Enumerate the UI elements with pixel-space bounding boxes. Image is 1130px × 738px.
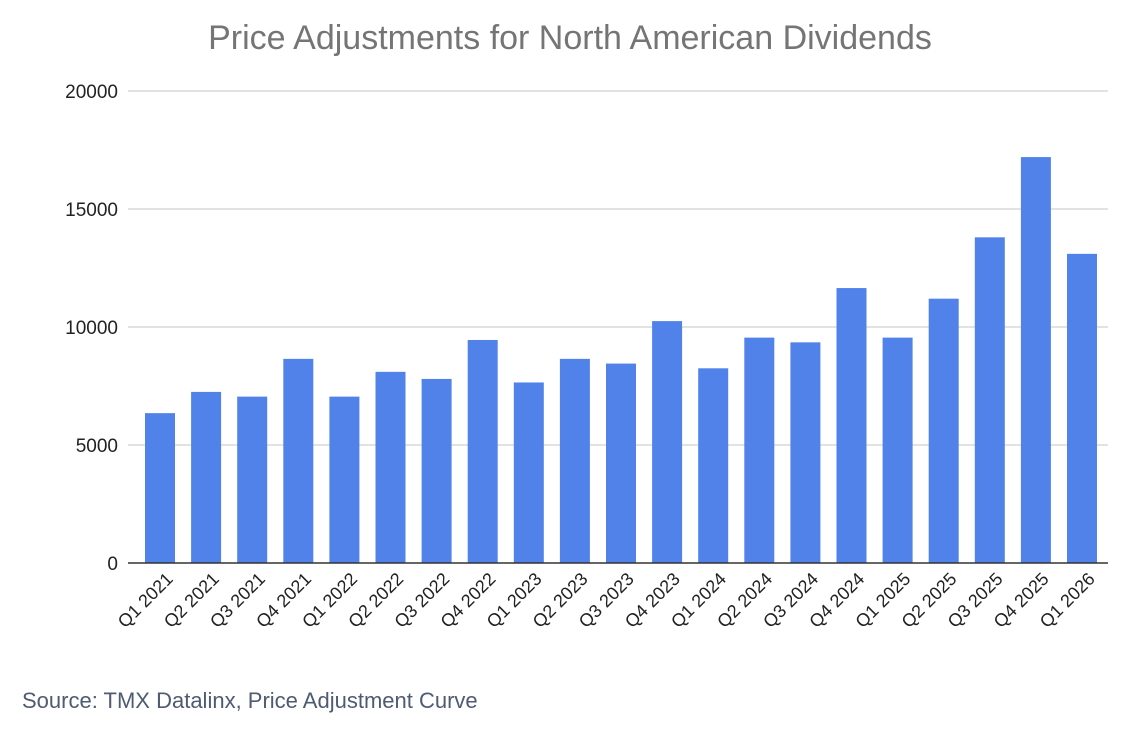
bar bbox=[559, 358, 590, 563]
bar bbox=[606, 363, 636, 563]
bar bbox=[790, 342, 821, 563]
bar bbox=[652, 321, 683, 563]
bar bbox=[928, 298, 959, 563]
bar bbox=[1020, 157, 1051, 563]
bar bbox=[836, 288, 867, 563]
y-tick-label: 0 bbox=[107, 554, 118, 575]
bar bbox=[421, 378, 452, 563]
y-tick-label: 5000 bbox=[76, 436, 118, 457]
y-tick-label: 20000 bbox=[65, 82, 118, 103]
bar bbox=[698, 368, 729, 563]
source-note: Source: TMX Datalinx, Price Adjustment C… bbox=[22, 688, 478, 713]
bar bbox=[467, 339, 498, 563]
y-tick-label: 10000 bbox=[65, 318, 118, 339]
bar bbox=[1067, 253, 1097, 563]
bar bbox=[744, 337, 775, 563]
bars-layer bbox=[145, 157, 1097, 563]
bar bbox=[375, 371, 406, 563]
bar bbox=[191, 391, 222, 563]
bar bbox=[237, 396, 268, 563]
bar bbox=[974, 237, 1005, 563]
chart: Price Adjustments for North American Div… bbox=[65, 19, 1108, 632]
bar bbox=[283, 358, 314, 563]
bar bbox=[145, 413, 175, 563]
bar bbox=[882, 337, 913, 563]
bar bbox=[513, 382, 544, 563]
chart-title: Price Adjustments for North American Div… bbox=[208, 19, 932, 57]
bar bbox=[329, 396, 360, 563]
y-tick-label: 15000 bbox=[65, 200, 118, 221]
